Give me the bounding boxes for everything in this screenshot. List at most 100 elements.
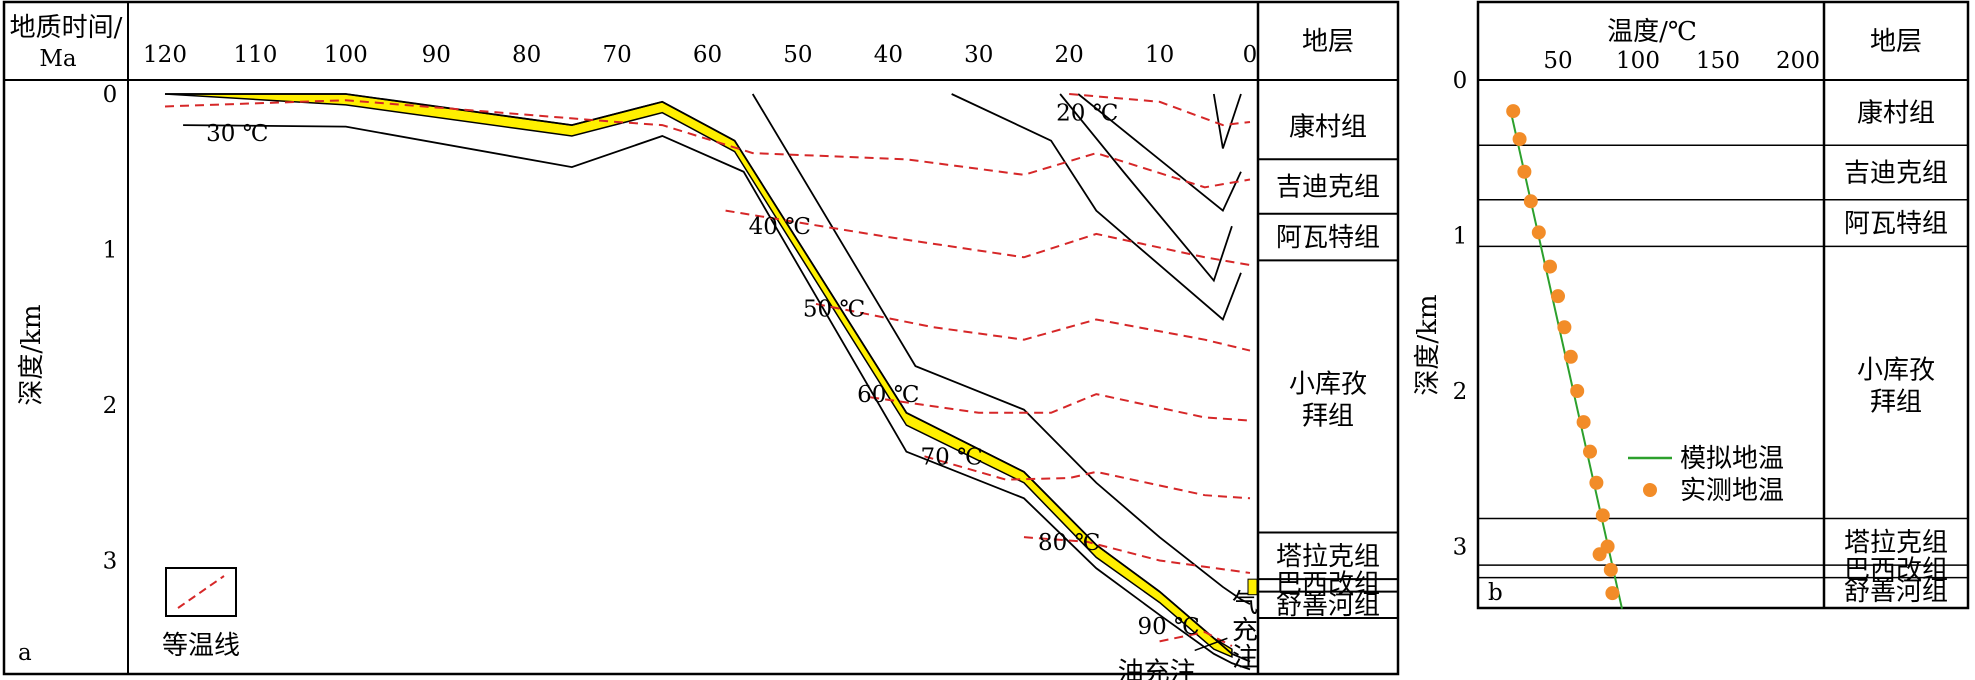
b-stratum-label-0: 康村组 bbox=[1857, 99, 1935, 129]
panel-b-x-ticks: 50 100 150 200 bbox=[1543, 48, 1820, 74]
x-tick-label-50: 50 bbox=[783, 42, 812, 68]
b-y-tick-label-1: 1 bbox=[1453, 224, 1468, 250]
legend-isotherm-swatch bbox=[177, 575, 225, 609]
burial-line-3 bbox=[951, 93, 1242, 321]
panel-a: 地质时间/ Ma 120 110 100 90 80 70 60 50 40 30 20 10 0 01… bbox=[2, 0, 1400, 680]
y-tick-label-2: 2 bbox=[103, 393, 118, 419]
b-y-tick-label-2: 2 bbox=[1453, 379, 1468, 405]
panel-a-burial-lines bbox=[165, 93, 1251, 671]
measured-temperature-point-6 bbox=[1551, 289, 1565, 304]
legend-measured-swatch bbox=[1643, 483, 1657, 497]
panel-b-plot bbox=[1506, 104, 1623, 609]
measured-temperature-point-12 bbox=[1589, 475, 1604, 490]
stratum-label-2: 阿瓦特组 bbox=[1276, 223, 1380, 253]
panel-a-frame bbox=[2, 0, 1400, 676]
x-tick-label-80: 80 bbox=[512, 42, 541, 68]
oil-charge-leader bbox=[1194, 637, 1228, 652]
x-tick-label-90: 90 bbox=[422, 42, 451, 68]
panel-a-xlabel-line2: Ma bbox=[39, 46, 77, 72]
measured-temperature-point-10 bbox=[1576, 415, 1591, 430]
x-tick-label-40: 40 bbox=[874, 42, 903, 68]
measured-temperature-point-11 bbox=[1583, 444, 1597, 459]
measured-temperature-point-7 bbox=[1557, 320, 1572, 335]
b-stratum-label-3-b: 拜组 bbox=[1870, 387, 1922, 417]
measured-temperature-point-4 bbox=[1531, 225, 1546, 240]
isotherm-label-3: 50 ℃ bbox=[803, 297, 865, 323]
x-tick-label-110: 110 bbox=[233, 42, 277, 68]
measured-temperature-point-15 bbox=[1600, 539, 1615, 554]
isotherm-line-0 bbox=[1069, 93, 1251, 127]
panel-a-y-ticks: 0 1 2 3 bbox=[103, 82, 118, 575]
b-stratum-label-2: 阿瓦特组 bbox=[1844, 209, 1948, 239]
panel-a-x-ticks: 120 110 100 90 80 70 60 50 40 30 20 10 0 bbox=[143, 42, 1257, 68]
x-tick-label-20: 20 bbox=[1055, 42, 1084, 68]
measured-temperature-point-5 bbox=[1543, 259, 1557, 274]
b-x-tick-label-200: 200 bbox=[1776, 48, 1820, 74]
legend-isotherm-label: 等温线 bbox=[162, 631, 240, 661]
b-stratum-label-5: 巴西改组 bbox=[1844, 555, 1948, 585]
x-tick-label-70: 70 bbox=[602, 42, 631, 68]
isotherm-label-2: 40 ℃ bbox=[749, 214, 811, 240]
panel-b-y-ticks: 0 1 2 3 bbox=[1453, 68, 1468, 561]
measured-temperature-point-0 bbox=[1506, 104, 1521, 119]
x-tick-label-60: 60 bbox=[693, 42, 722, 68]
panel-a-strata-header: 地层 bbox=[1302, 27, 1354, 57]
panel-b: 温度/℃ 50 100 150 200 0 1 2 3 深度/km 地层 康村组吉迪克组阿瓦… bbox=[1413, 0, 1970, 610]
b-x-tick-label-50: 50 bbox=[1543, 48, 1572, 74]
x-tick-label-0: 0 bbox=[1243, 42, 1258, 68]
x-tick-label-120: 120 bbox=[143, 42, 187, 68]
x-tick-label-10: 10 bbox=[1145, 42, 1174, 68]
isotherm-label-6: 80 ℃ bbox=[1038, 530, 1100, 556]
measured-temperature-point-3 bbox=[1523, 194, 1538, 209]
stratum-label-1: 吉迪克组 bbox=[1276, 173, 1380, 203]
b-stratum-label-1: 吉迪克组 bbox=[1844, 159, 1948, 189]
panel-a-isotherms bbox=[164, 93, 1251, 647]
oil-charge-label: 油充注 bbox=[1118, 657, 1196, 680]
measured-temperature-point-17 bbox=[1605, 586, 1620, 601]
panel-b-strata-header: 地层 bbox=[1870, 27, 1922, 57]
legend-simulated-label: 模拟地温 bbox=[1680, 444, 1784, 474]
b-x-tick-label-150: 150 bbox=[1696, 48, 1740, 74]
burial-line-5 bbox=[1077, 93, 1242, 213]
isotherm-label-5: 70 ℃ bbox=[920, 444, 982, 470]
y-tick-label-0: 0 bbox=[103, 82, 118, 108]
isotherm-label-1: 30 ℃ bbox=[206, 121, 268, 147]
panel-a-xlabel-line1: 地质时间/ bbox=[10, 13, 123, 43]
isotherm-line-6 bbox=[1023, 536, 1251, 574]
b-stratum-label-3: 小库孜 bbox=[1857, 355, 1935, 385]
x-tick-label-30: 30 bbox=[964, 42, 993, 68]
stratum-label-6: 舒善河组 bbox=[1276, 591, 1380, 621]
stratum-label-4: 塔拉克组 bbox=[1276, 542, 1380, 572]
gas-charge-label-2: 注 bbox=[1232, 643, 1258, 673]
isotherm-line-4 bbox=[870, 393, 1251, 422]
measured-temperature-point-1 bbox=[1512, 132, 1527, 147]
measured-temperature-point-13 bbox=[1595, 508, 1610, 523]
measured-temperature-point-9 bbox=[1570, 384, 1585, 398]
panel-a-isotherm-labels: 20 ℃ 30 ℃ 40 ℃ 50 ℃ 60 ℃ 70 ℃ 80 ℃ 90 ℃ bbox=[206, 101, 1200, 640]
isotherm-label-0: 20 ℃ bbox=[1056, 101, 1118, 127]
measured-temperature-point-16 bbox=[1603, 562, 1618, 577]
panel-b-xlabel: 温度/℃ bbox=[1607, 17, 1697, 47]
isotherm-line-3 bbox=[815, 302, 1251, 352]
panel-a-source-rock-band bbox=[164, 93, 1233, 659]
source-rock-band-fill bbox=[164, 93, 1233, 659]
b-y-tick-label-3: 3 bbox=[1453, 535, 1468, 561]
stratum-label-3-b: 拜组 bbox=[1302, 401, 1354, 431]
burial-line-6 bbox=[1212, 93, 1242, 149]
panel-a-label: a bbox=[18, 640, 32, 666]
isotherm-line-2 bbox=[725, 209, 1251, 267]
isotherm-label-7: 90 ℃ bbox=[1137, 614, 1199, 640]
burial-line-1 bbox=[183, 124, 1251, 671]
b-x-tick-label-100: 100 bbox=[1616, 48, 1660, 74]
panel-a-legend: 等温线 bbox=[162, 567, 240, 661]
isotherm-line-1 bbox=[164, 99, 1251, 189]
burial-line-0 bbox=[165, 93, 1251, 663]
panel-b-ylabel: 深度/km bbox=[1413, 294, 1443, 395]
panel-b-label: b bbox=[1488, 580, 1503, 606]
y-tick-label-3: 3 bbox=[103, 549, 118, 575]
measured-temperature-point-2 bbox=[1517, 164, 1532, 179]
